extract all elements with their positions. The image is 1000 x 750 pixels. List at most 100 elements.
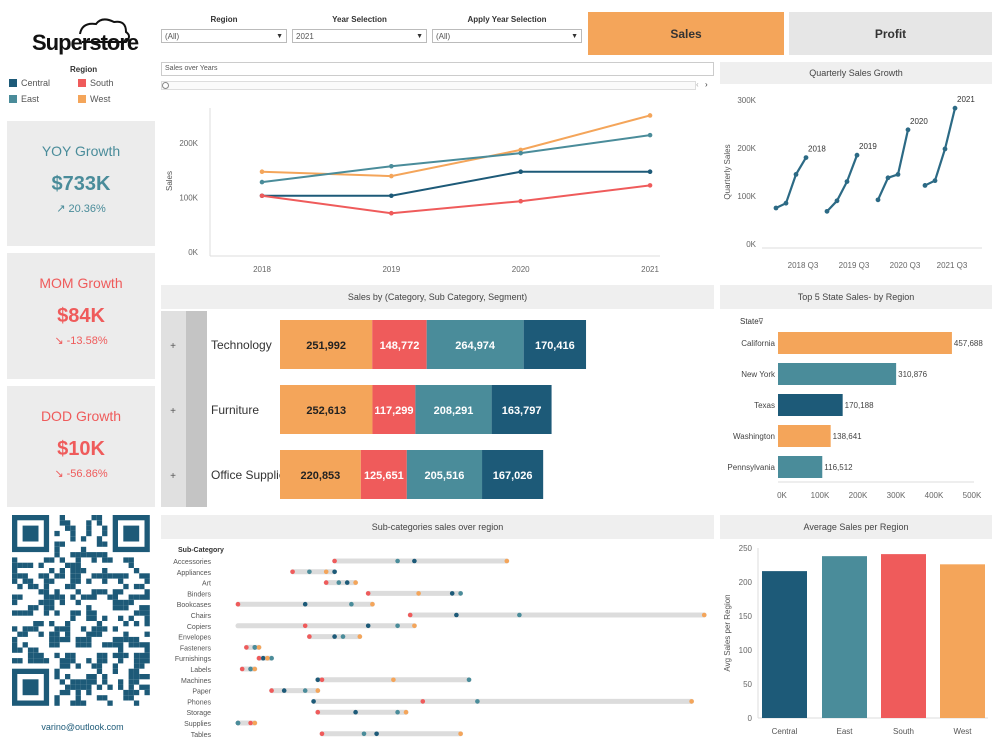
region-dot-south [420,699,426,704]
data-point-south [389,210,394,216]
qr-module [75,599,81,606]
subcategory-label: Storage [186,710,211,717]
qr-module [144,652,150,659]
qr-module [91,557,97,563]
region-dot-south [256,655,262,661]
qr-module [128,695,134,701]
contact-email[interactable]: varino@outlook.com [41,722,124,732]
qr-module [128,636,134,643]
x-tick-label: 2019 [382,265,400,274]
qr-module [86,684,92,690]
segment-value-label: 170,416 [535,340,575,352]
slider-prev-button[interactable]: ‹ [696,80,699,89]
qr-module [70,525,76,531]
subcategory-label: Appliances [177,570,212,577]
qr-module [75,578,81,584]
qr-module [102,679,108,685]
legend-item-east[interactable]: East [9,94,39,104]
state-label: Pennsylvania [727,463,775,472]
subcategory-label: Paper [192,689,211,696]
stack-segment-central [491,385,552,434]
qr-module [43,589,50,595]
qr-module [133,621,140,627]
x-tick-label: 2020 Q3 [890,261,921,270]
y-axis-title: Sub-Category [178,547,224,554]
qr-module [80,679,87,685]
y-tick-label: 100K [737,192,756,201]
quarter-point [875,197,881,203]
x-tick-label: 100K [811,491,830,500]
qr-module [123,599,129,606]
qr-module [133,583,140,590]
qr-module [75,568,81,574]
qr-module [128,599,134,606]
year-label: 2018 [808,145,826,154]
qr-module [75,679,81,685]
row-expand-icon: + [170,471,176,482]
slider-next-button[interactable]: › [705,80,708,89]
qr-module [43,573,50,579]
qr-module [54,530,60,537]
qr-module [75,684,81,690]
quarter-point [834,198,840,204]
qr-module [96,589,103,595]
region-dot-west [416,591,421,596]
profit-button[interactable]: Profit [789,12,992,55]
qr-module [75,552,81,558]
x-tick-label: 2018 [253,265,271,274]
legend-item-south[interactable]: South [78,78,114,88]
qr-module [59,520,65,526]
sales-over-years-chart: 0K 100K 200K 2018 2019 2020 2021 Sales [165,108,660,274]
qr-module [128,642,134,648]
year-select[interactable]: 2021 ▼ [292,29,427,43]
qr-module [27,626,34,632]
qr-module [49,599,55,606]
qr-module [133,700,140,706]
qr-module [65,520,71,526]
qr-module [49,594,55,600]
qr-module [139,658,145,664]
qr-module [70,573,76,579]
qr-module [43,594,50,600]
region-dot-west [315,688,321,693]
qr-module [70,679,76,685]
qr-module [65,525,71,531]
region-dot-central [332,634,337,639]
qr-module [102,652,108,659]
qr-module [102,626,108,632]
apply-year-select[interactable]: (All) ▼ [432,29,582,43]
qr-module [59,573,65,579]
qr-module [118,684,124,690]
top-states-bar-chart: State ⊽ California 457,688 New York 310,876 Te… [727,317,983,500]
region-dot-west [701,612,707,618]
qr-module [102,615,108,621]
quarter-point [783,200,789,206]
qr-module [96,573,103,579]
region-select[interactable]: (All) ▼ [161,29,287,43]
qr-module [118,658,124,664]
qr-module [54,695,60,701]
subcategory-label: Accessories [173,559,211,566]
qr-module [118,589,124,595]
qr-module [43,583,50,590]
region-dot-south [332,558,337,564]
y-tick-label: 300K [737,96,756,105]
legend-item-west[interactable]: West [78,94,110,104]
qr-module [70,684,76,690]
region-dot-central [260,655,266,661]
qr-module [49,578,55,584]
sales-button[interactable]: Sales [588,12,784,55]
state-value-label: 457,688 [954,339,983,348]
legend-item-central[interactable]: Central [9,78,50,88]
data-point-south [259,193,265,199]
y-tick-label: 200K [737,144,756,153]
qr-module [59,679,65,685]
qr-module [128,594,134,600]
region-dot-east [395,558,400,564]
quarterly-panel: Quarterly Sales Growth [720,62,992,282]
qr-module [12,599,18,606]
year-slider-handle[interactable] [162,82,169,89]
region-dot-central [449,591,455,596]
category-label-band [186,311,207,507]
year-slider-track[interactable] [161,81,696,90]
